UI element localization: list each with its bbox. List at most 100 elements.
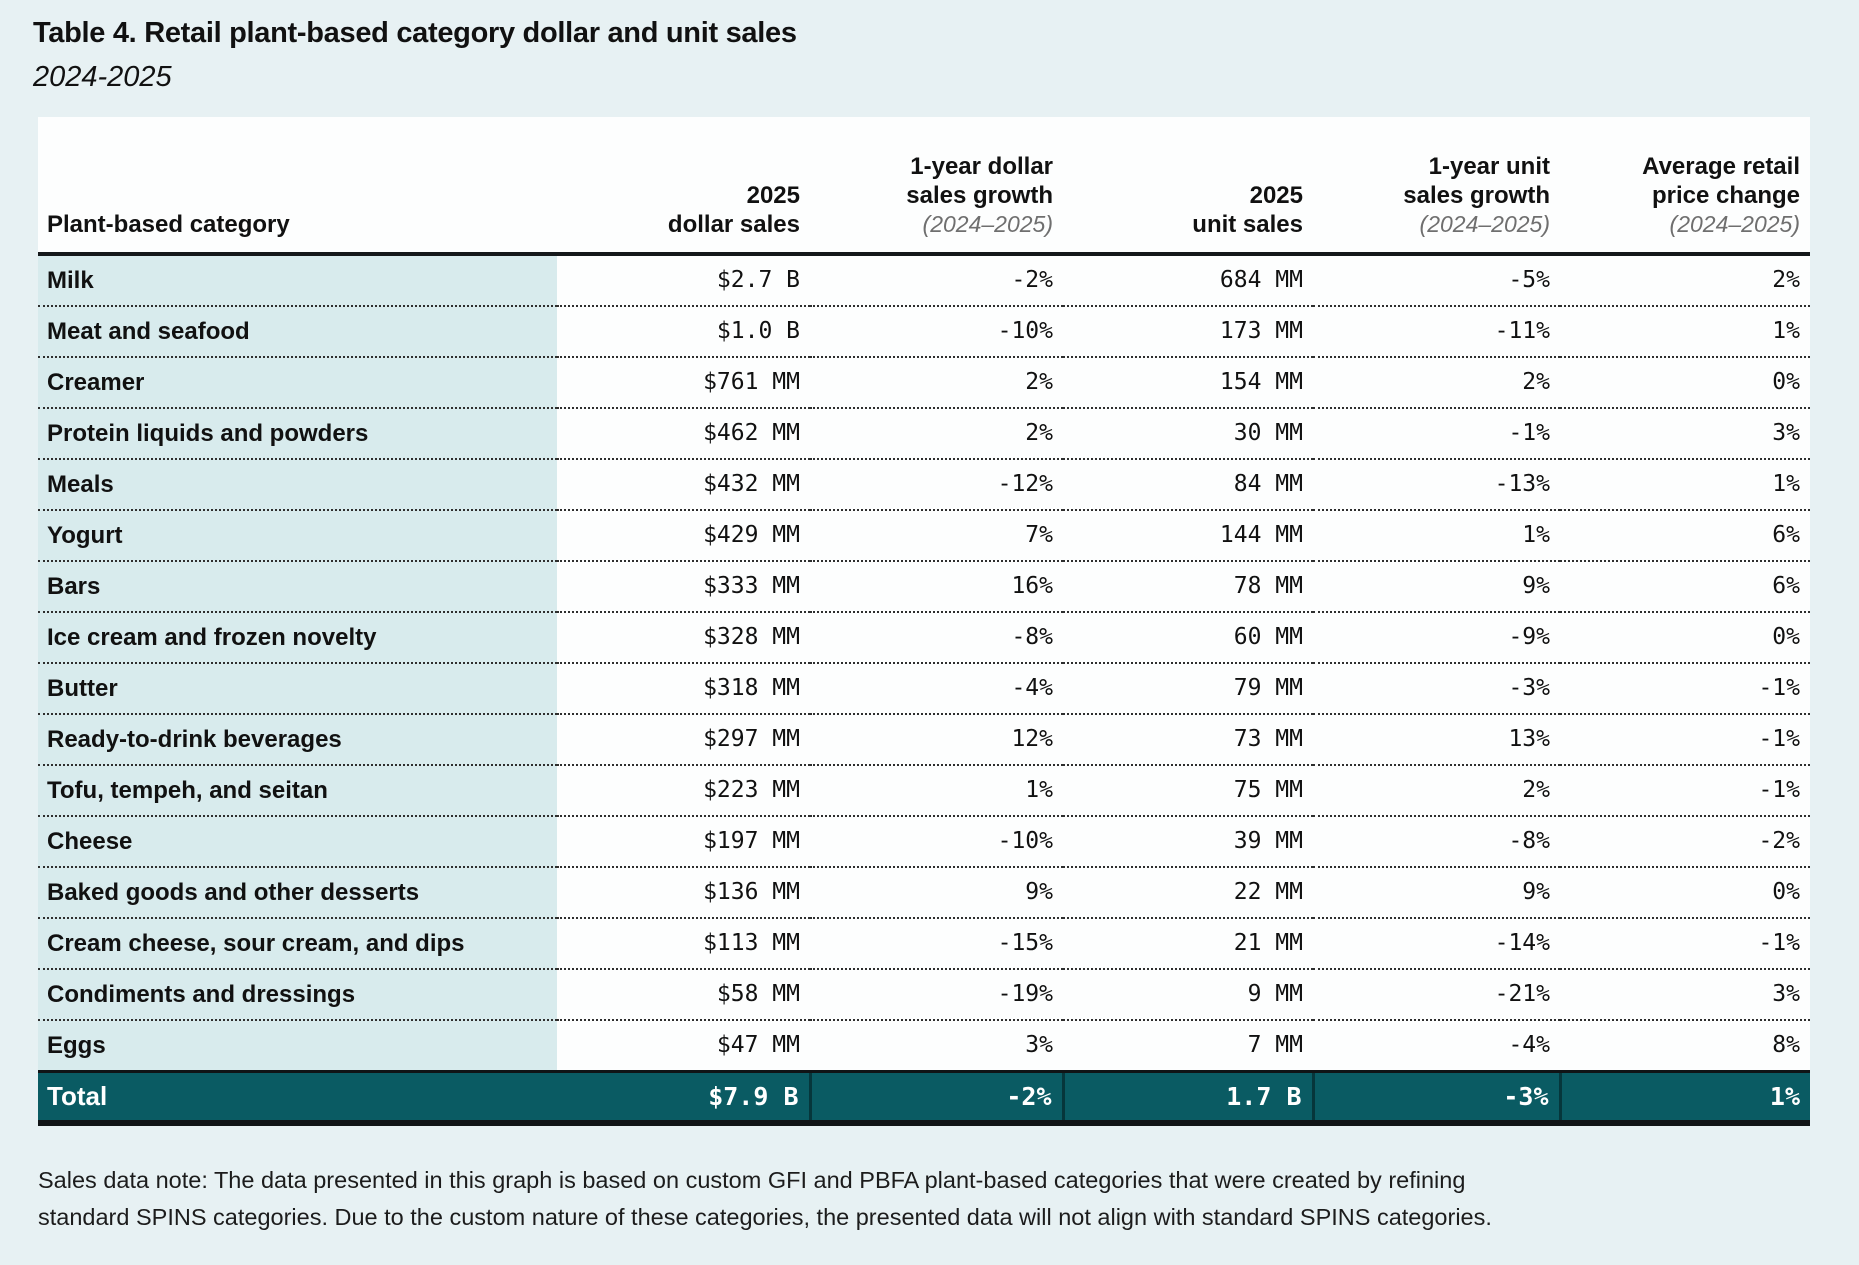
column-header-label: dollar sales	[667, 211, 800, 238]
category-cell: Yogurt	[38, 510, 557, 562]
price-change-cell: -1%	[1560, 663, 1810, 715]
price-change-cell: 6%	[1560, 510, 1810, 562]
category-cell: Eggs	[38, 1020, 557, 1072]
dollar-sales-cell: $462 MM	[557, 408, 810, 460]
dollar-growth-cell: 12%	[810, 714, 1063, 766]
dollar-sales-cell: $223 MM	[557, 765, 810, 817]
dollar-growth-cell: -4%	[810, 663, 1063, 715]
table-row: Cream cheese, sour cream, and dips $113 M…	[38, 918, 1810, 970]
unit-growth-cell: 2%	[1313, 357, 1560, 409]
column-header-price-change: Average retail price change (2024–2025)	[1560, 117, 1810, 256]
column-header-label: price change	[1651, 182, 1800, 209]
unit-growth-cell: -13%	[1313, 459, 1560, 511]
unit-sales-cell: 79 MM	[1063, 663, 1313, 715]
table-row: Meals $432 MM -12% 84 MM -13% 1%	[38, 459, 1810, 511]
column-header-label: sales growth	[1403, 182, 1550, 209]
total-unit-growth: -3%	[1311, 1070, 1560, 1126]
unit-growth-cell: -1%	[1313, 408, 1560, 460]
total-row: Total $7.9 B -2% 1.7 B -3% 1%	[38, 1070, 1810, 1126]
table-row: Eggs $47 MM 3% 7 MM -4% 8%	[38, 1020, 1810, 1072]
total-label: Total	[38, 1070, 557, 1126]
column-header-period: (2024–2025)	[922, 211, 1053, 237]
unit-sales-cell: 154 MM	[1063, 357, 1313, 409]
category-cell: Bars	[38, 561, 557, 613]
price-change-cell: -1%	[1560, 714, 1810, 766]
unit-sales-cell: 84 MM	[1063, 459, 1313, 511]
report-page: Table 4. Retail plant-based category dol…	[33, 17, 1810, 1230]
category-cell: Ice cream and frozen novelty	[38, 612, 557, 664]
total-price-change: 1%	[1558, 1070, 1810, 1126]
column-header-dollar-growth: 1-year dollar sales growth (2024–2025)	[810, 117, 1063, 256]
unit-growth-cell: 9%	[1313, 561, 1560, 613]
column-header-label: 2025	[746, 182, 800, 209]
category-cell: Cream cheese, sour cream, and dips	[38, 918, 557, 970]
unit-sales-cell: 7 MM	[1247, 1032, 1303, 1058]
dollar-sales-cell: $432 MM	[557, 459, 810, 511]
unit-sales-cell: 173 MM	[1063, 306, 1313, 358]
column-header-unit-growth: 1-year unit sales growth (2024–2025)	[1313, 117, 1560, 256]
dollar-sales-cell: $1.0 B	[557, 306, 810, 358]
table-header: Plant-based category 2025 dollar sales 1…	[38, 117, 1810, 256]
table-footer: Total $7.9 B -2% 1.7 B -3% 1%	[38, 1070, 1810, 1126]
unit-growth-cell: -21%	[1313, 969, 1560, 1021]
table-row: Creamer $761 MM 2% 154 MM 2% 0%	[38, 357, 1810, 409]
dollar-sales-cell: $318 MM	[557, 663, 810, 715]
dollar-sales-cell: $297 MM	[557, 714, 810, 766]
unit-growth-cell: -3%	[1313, 663, 1560, 715]
column-header-label: 1-year dollar	[910, 153, 1053, 180]
dollar-sales-cell: $2.7 B	[557, 254, 810, 307]
price-change-cell: 0%	[1560, 357, 1810, 409]
table-row: Yogurt $429 MM 7% 144 MM 1% 6%	[38, 510, 1810, 562]
unit-growth-cell: 2%	[1313, 765, 1560, 817]
dollar-sales-cell: $113 MM	[557, 918, 810, 970]
category-cell: Protein liquids and powders	[38, 408, 557, 460]
table-row: Ready-to-drink beverages $297 MM 12% 73 MM 1…	[38, 714, 1810, 766]
price-change-cell: -1%	[1560, 765, 1810, 817]
unit-sales-cell: 22 MM	[1063, 867, 1313, 919]
dollar-growth-cell: 7%	[810, 510, 1063, 562]
unit-growth-cell: -4%	[1508, 1032, 1550, 1058]
table-body: Milk $2.7 B -2% 684 MM -5% 2% Meat and seafood…	[38, 254, 1810, 1072]
dollar-growth-cell: 1%	[810, 765, 1063, 817]
header-row: Plant-based category 2025 dollar sales 1…	[38, 117, 1810, 256]
price-change-cell: 3%	[1560, 408, 1810, 460]
column-header-label: 2025	[1249, 182, 1303, 209]
unit-sales-cell: 21 MM	[1063, 918, 1313, 970]
category-cell: Milk	[38, 254, 557, 307]
unit-growth-cell: 13%	[1313, 714, 1560, 766]
sales-table: Plant-based category 2025 dollar sales 1…	[38, 117, 1810, 1126]
table-row: Bars $333 MM 16% 78 MM 9% 6%	[38, 561, 1810, 613]
price-change-cell: 3%	[1560, 969, 1810, 1021]
unit-growth-cell: -14%	[1313, 918, 1560, 970]
column-header-unit-sales: 2025 unit sales	[1063, 117, 1313, 256]
category-cell: Ready-to-drink beverages	[38, 714, 557, 766]
unit-sales-cell: 30 MM	[1063, 408, 1313, 460]
price-change-cell: -1%	[1560, 918, 1810, 970]
category-cell: Meals	[38, 459, 557, 511]
dollar-sales-cell: $761 MM	[557, 357, 810, 409]
unit-sales-cell: 60 MM	[1063, 612, 1313, 664]
price-change-cell: 1%	[1560, 459, 1810, 511]
page-subtitle: 2024-2025	[33, 61, 172, 93]
column-header-label: unit sales	[1192, 211, 1303, 238]
unit-growth-cell: 1%	[1313, 510, 1560, 562]
category-cell: Meat and seafood	[38, 306, 557, 358]
dollar-sales-cell: $328 MM	[557, 612, 810, 664]
table-row: Cheese $197 MM -10% 39 MM -8% -2%	[38, 816, 1810, 868]
table-row: Milk $2.7 B -2% 684 MM -5% 2%	[38, 254, 1810, 307]
total-unit-sales: 1.7 B	[1061, 1070, 1313, 1126]
price-change-cell: 8%	[1772, 1032, 1800, 1058]
column-header-category: Plant-based category	[38, 117, 557, 256]
dollar-growth-cell: -19%	[810, 969, 1063, 1021]
total-dollar-sales: $7.9 B	[557, 1070, 810, 1126]
column-header-label: Average retail	[1642, 153, 1800, 180]
dollar-sales-cell: $429 MM	[557, 510, 810, 562]
table-row: Condiments and dressings $58 MM -19% 9 MM -2…	[38, 969, 1810, 1021]
column-header-dollar-sales: 2025 dollar sales	[557, 117, 810, 256]
unit-sales-cell: 9 MM	[1063, 969, 1313, 1021]
dollar-growth-cell: 2%	[810, 408, 1063, 460]
table-row: Ice cream and frozen novelty $328 MM -8% 60…	[38, 612, 1810, 664]
category-cell: Butter	[38, 663, 557, 715]
page-title: Table 4. Retail plant-based category dol…	[33, 17, 797, 49]
dollar-sales-cell: $136 MM	[557, 867, 810, 919]
